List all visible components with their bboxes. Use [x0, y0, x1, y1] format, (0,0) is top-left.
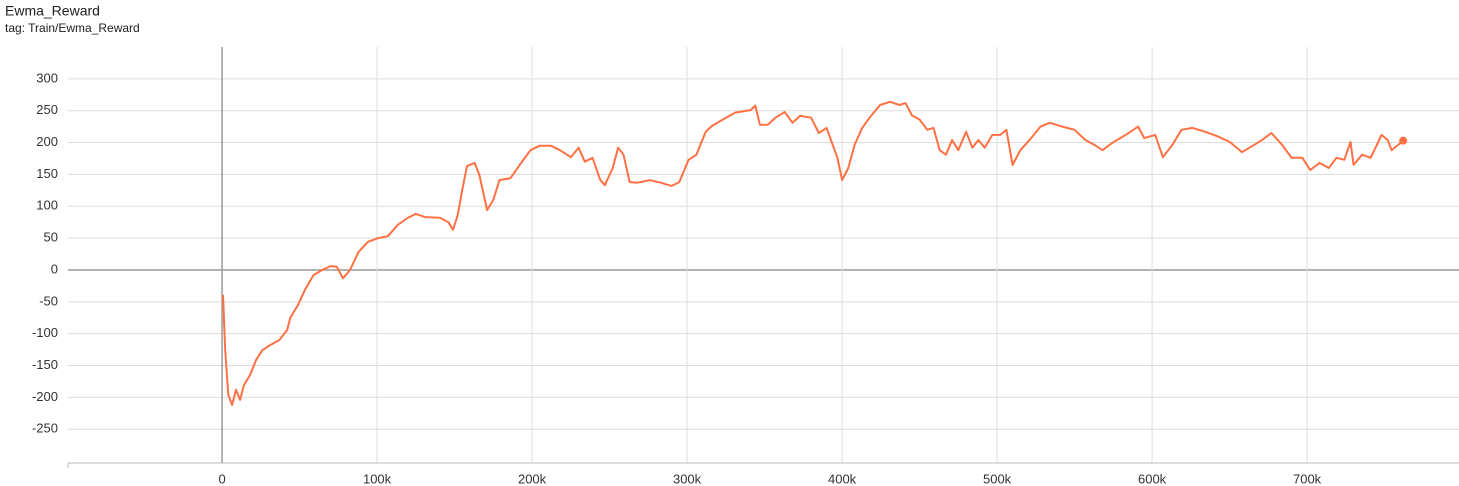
x-tick-label: 600k	[1138, 471, 1167, 486]
x-tick-label: 200k	[518, 471, 547, 486]
y-tick-label: -50	[39, 293, 58, 308]
x-tick-label: 700k	[1293, 471, 1322, 486]
y-tick-label: -100	[32, 325, 58, 340]
x-tick-label: 0	[218, 471, 225, 486]
x-tick-label: 500k	[983, 471, 1012, 486]
line	[222, 100, 1404, 406]
y-tick-label: 50	[44, 230, 58, 245]
y-tick-label: 300	[36, 70, 58, 85]
y-tick-label: 0	[51, 261, 58, 276]
y-tick-label: -200	[32, 389, 58, 404]
y-tick-label: 200	[36, 134, 58, 149]
y-tick-label: 250	[36, 102, 58, 117]
y-tick-label: -150	[32, 357, 58, 372]
x-tick-label: 300k	[673, 471, 702, 486]
x-tick-label: 100k	[363, 471, 392, 486]
chart-subtitle: tag: Train/Ewma_Reward	[5, 21, 140, 35]
end-point	[1399, 136, 1408, 145]
chart-title: Ewma_Reward	[5, 3, 100, 19]
y-tick-label: 100	[36, 198, 58, 213]
y-tick-label: -250	[32, 421, 58, 436]
y-tick-label: 150	[36, 166, 58, 181]
x-tick-label: 400k	[828, 471, 857, 486]
